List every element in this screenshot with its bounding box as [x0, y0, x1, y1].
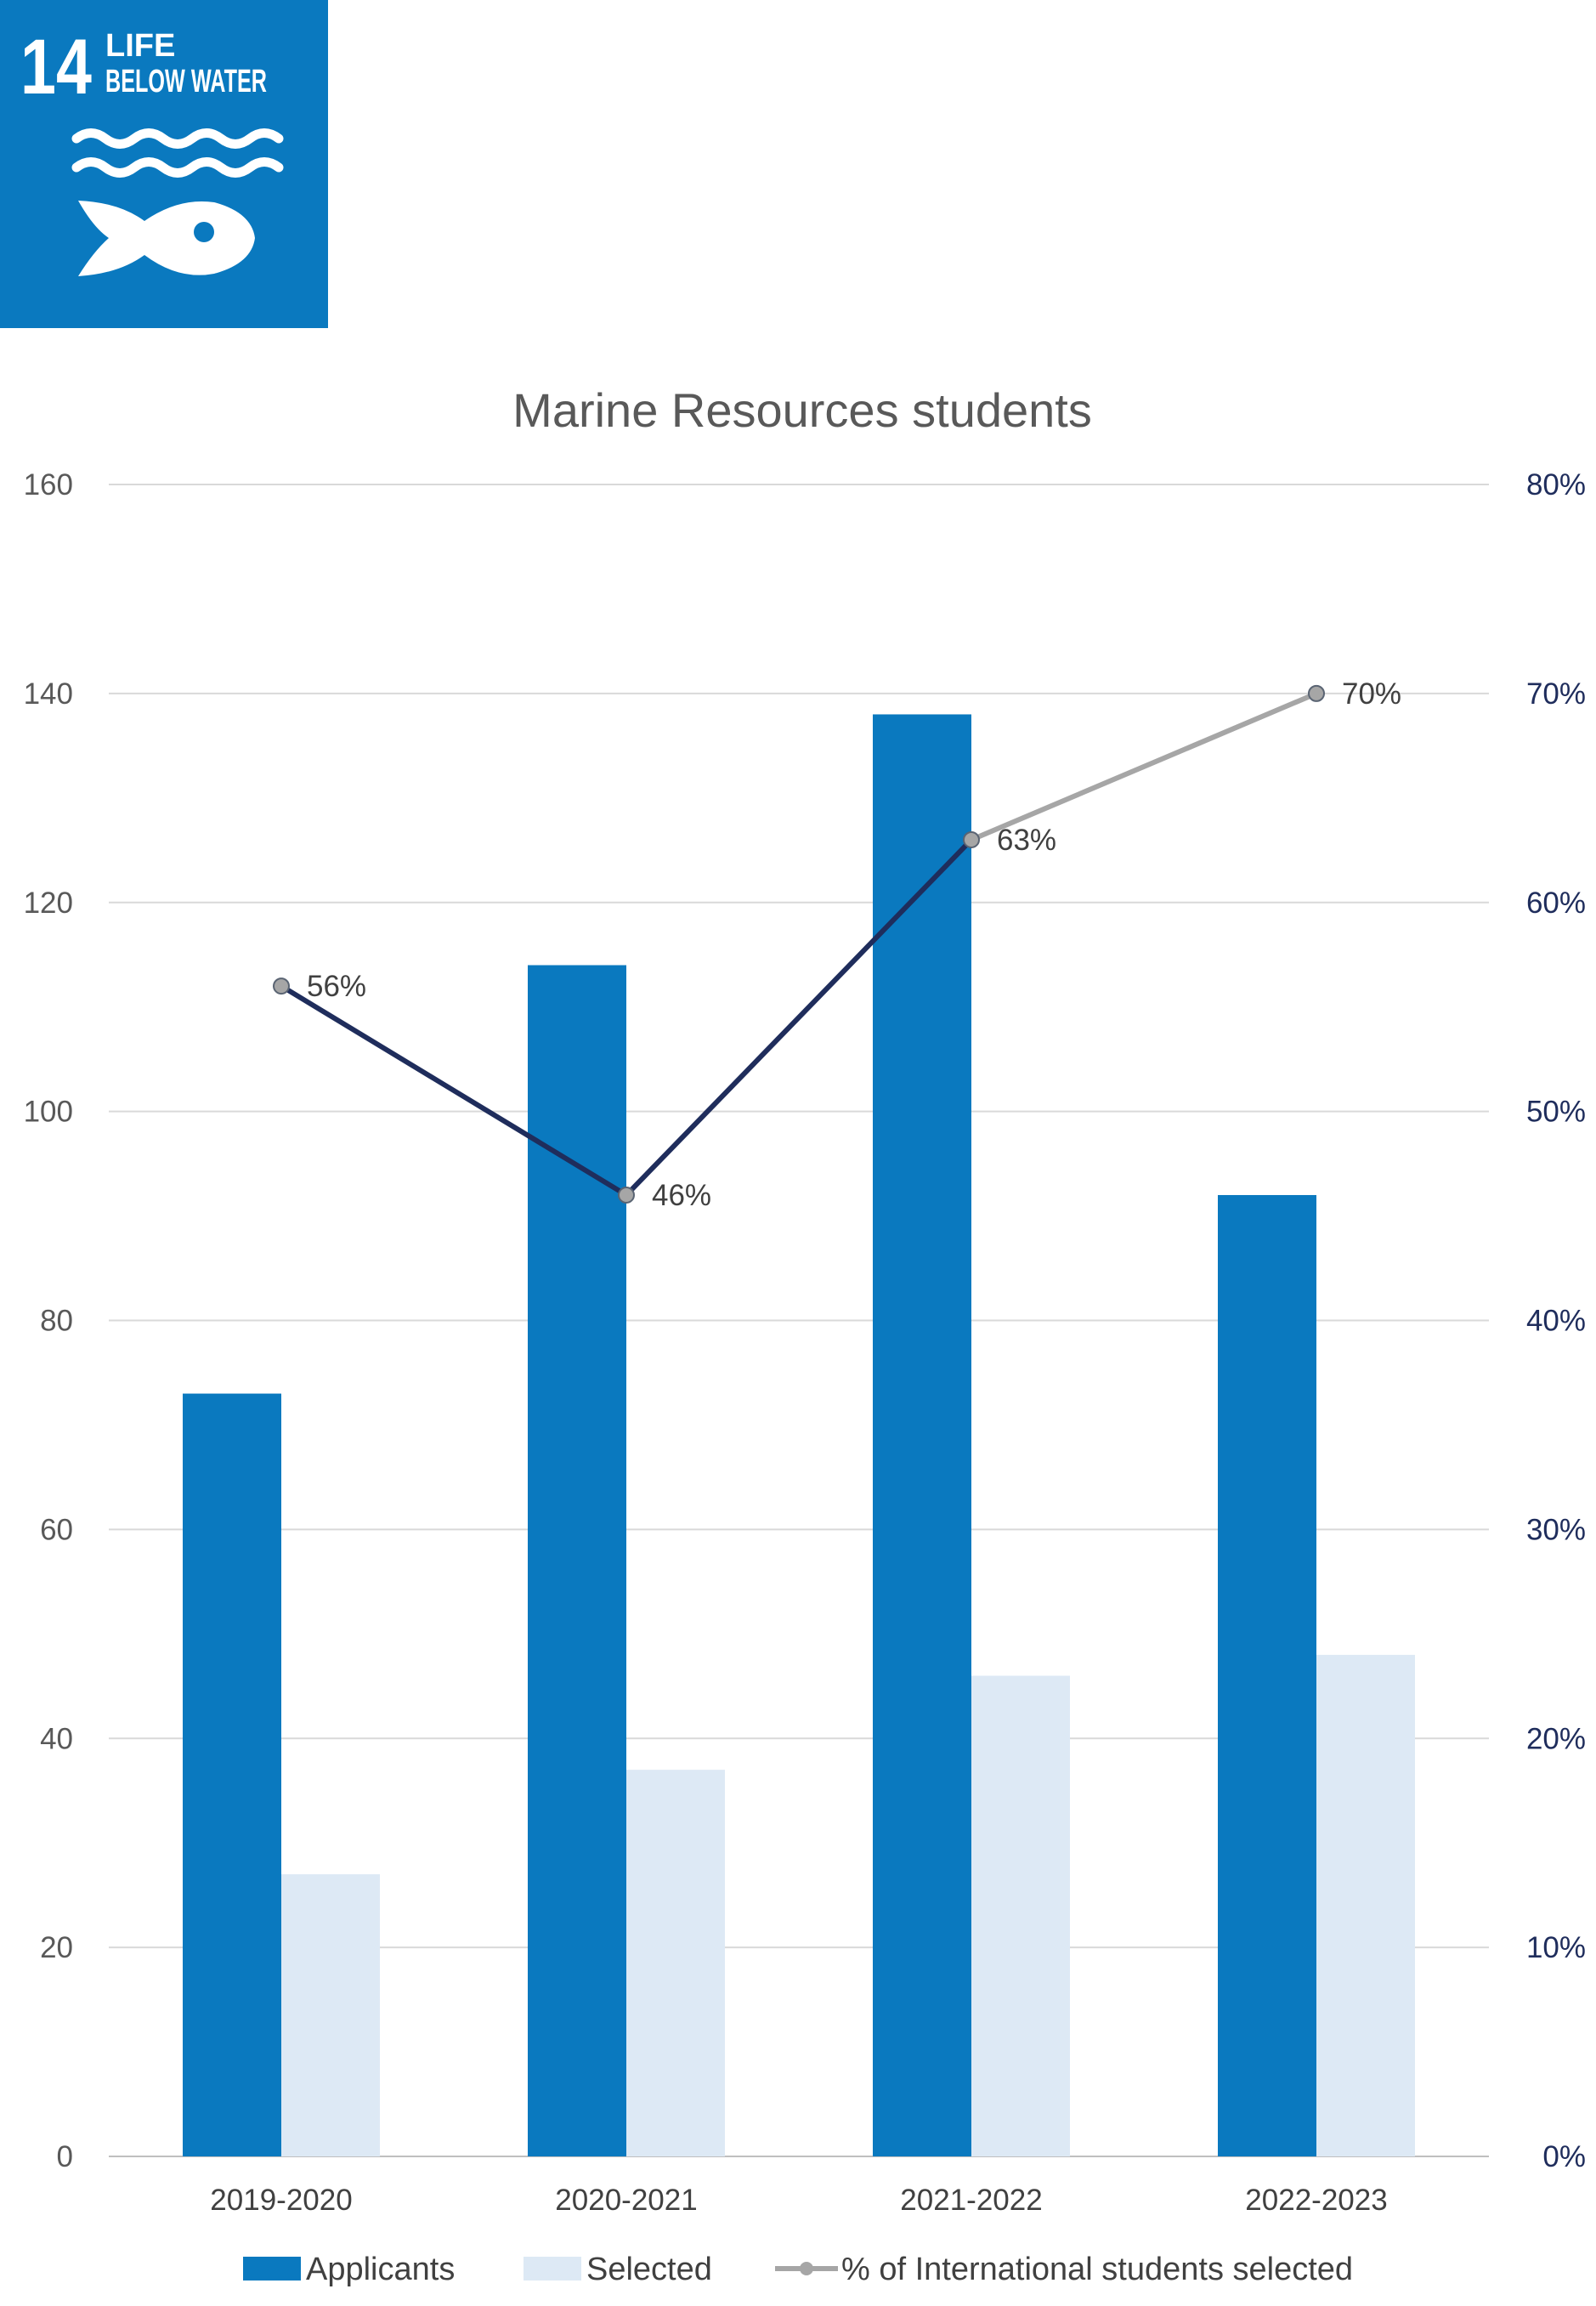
x-tick-label: 2020-2021 [555, 2184, 697, 2217]
data-label: 46% [652, 1179, 711, 1212]
line-series: 56% 46% 63% 70% [273, 677, 1401, 1212]
y-left-tick-label: 140 [24, 677, 73, 711]
bar-selected [971, 1675, 1070, 2156]
line-segment [624, 836, 974, 1198]
line-segment [279, 983, 629, 1198]
fish-icon [78, 201, 255, 276]
y-right-tick-label: 40% [1526, 1305, 1586, 1338]
y-right-tick-label: 0% [1542, 2140, 1586, 2173]
line-point [618, 1186, 635, 1204]
y-left-tick-label: 0 [57, 2140, 73, 2173]
bar-selected [281, 1874, 380, 2156]
bar-selected [626, 1770, 725, 2156]
data-label: 70% [1342, 677, 1401, 711]
bar-applicants [873, 714, 971, 2156]
bar-applicants [1218, 1194, 1316, 2156]
x-tick-label: 2022-2023 [1245, 2184, 1387, 2217]
y-right-tick-label: 50% [1526, 1096, 1586, 1129]
y-left-tick-label: 80 [40, 1305, 73, 1338]
y-left-tick-label: 160 [24, 468, 73, 501]
badge-number: 14 [20, 23, 92, 110]
x-tick-label: 2019-2020 [210, 2184, 352, 2217]
legend-label-line: % of International students selected [841, 2252, 1353, 2287]
axis-labels: 0 20 40 60 80 100 120 140 160 0% 10% 20% 30% 40% 50% 60… [24, 468, 1586, 2217]
line-segment [969, 690, 1319, 842]
data-label: 56% [307, 970, 366, 1003]
y-right-tick-label: 60% [1526, 887, 1586, 920]
y-right-tick-label: 30% [1526, 1513, 1586, 1546]
y-right-tick-label: 80% [1526, 468, 1586, 501]
bar-selected [1316, 1654, 1415, 2156]
legend-label-applicants: Applicants [306, 2252, 455, 2287]
legend-swatch-point [800, 2262, 813, 2275]
legend: Applicants Selected % of International stu… [243, 2252, 1353, 2287]
bars [183, 714, 1415, 2156]
legend-label-selected: Selected [586, 2252, 712, 2287]
y-right-tick-label: 70% [1526, 677, 1586, 711]
y-right-tick-label: 10% [1526, 1931, 1586, 1964]
y-left-tick-label: 20 [40, 1931, 73, 1964]
bar-applicants [183, 1393, 281, 2156]
line-point [273, 977, 290, 995]
badge-title-line1: LIFE [105, 28, 175, 64]
badge-title-line2: BELOW WATER [105, 64, 267, 99]
legend-swatch-applicants [243, 2257, 301, 2281]
legend-swatch-selected [524, 2257, 581, 2281]
x-tick-label: 2021-2022 [900, 2184, 1042, 2217]
line-point [963, 830, 980, 848]
y-right-tick-label: 20% [1526, 1722, 1586, 1755]
line-point [1308, 684, 1325, 702]
y-left-tick-label: 60 [40, 1513, 73, 1546]
y-left-tick-label: 120 [24, 887, 73, 920]
fish-waves-icon [71, 128, 284, 178]
data-label: 63% [997, 824, 1056, 857]
sdg-14-badge: 14 LIFE BELOW WATER [0, 0, 328, 328]
y-left-tick-label: 100 [24, 1096, 73, 1129]
y-left-tick-label: 40 [40, 1722, 73, 1755]
chart-title: Marine Resources students [512, 383, 1092, 437]
